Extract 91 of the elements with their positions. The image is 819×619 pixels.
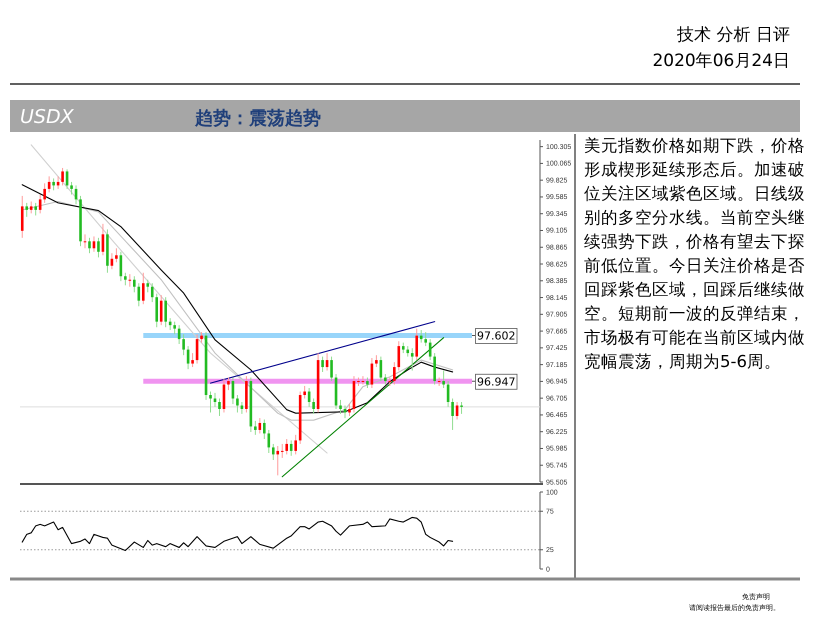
candlestick <box>321 356 324 372</box>
line-series <box>22 516 454 552</box>
candlestick <box>74 184 78 205</box>
ref-line-label: 97.602 <box>477 329 516 342</box>
candlestick <box>424 332 427 347</box>
text: 技术 分析 日评 <box>676 25 790 45</box>
candlestick <box>182 334 185 356</box>
candlestick <box>272 443 275 460</box>
candlestick <box>402 342 405 354</box>
chart-subtitle: 趋势：震荡趋势 <box>194 108 321 129</box>
candlestick <box>88 237 91 254</box>
candlestick <box>370 357 374 389</box>
candlestick <box>380 356 382 382</box>
candlestick <box>267 429 270 454</box>
candlestick <box>384 374 387 386</box>
candlestick <box>348 404 351 416</box>
candlestick <box>375 354 378 368</box>
candlestick <box>446 380 450 408</box>
candlestick <box>415 328 418 361</box>
candlestick <box>280 443 284 458</box>
candlestick <box>160 294 163 326</box>
candlestick <box>209 391 212 413</box>
candlestick <box>48 176 50 193</box>
candlestick <box>61 167 64 186</box>
ref-line-label: 96.947 <box>477 375 516 388</box>
candlestick <box>312 398 315 414</box>
candlestick <box>218 398 221 416</box>
candlestick <box>263 418 266 440</box>
candlestick <box>191 352 194 368</box>
candlestick <box>196 334 198 364</box>
candlestick <box>173 321 176 335</box>
candlestick <box>330 356 333 382</box>
candlestick <box>133 276 136 293</box>
candlestick <box>285 438 288 455</box>
candlestick <box>102 223 104 256</box>
candlestick <box>308 388 310 408</box>
candlestick <box>214 392 216 408</box>
candlestick <box>254 420 257 436</box>
candlestick <box>258 418 262 434</box>
candlestick <box>276 446 280 476</box>
candlestick <box>393 362 396 386</box>
candlestick <box>186 346 190 370</box>
candlestick <box>168 318 172 331</box>
candlestick <box>142 272 145 305</box>
candlestick <box>410 348 414 372</box>
candlestick <box>442 370 445 389</box>
candlestick <box>25 202 28 218</box>
candlestick <box>420 330 423 344</box>
candlestick <box>406 346 410 358</box>
text: 美元指数价格如期下跌，价格形成楔形延续形态后。加速破位关注区域紫色区域。日线级别的多空分水线。当前空头继续强势下跌，价格有望去下探前低位置。今日关注价格是否回踩紫色区域，回踩后继续做空。短期前一波的反弹结束，市场极有可能在当前区域内做宽幅震荡，周期为5-6周。 <box>584 136 805 371</box>
candlestick <box>232 377 234 405</box>
candlestick <box>146 279 150 293</box>
candlestick <box>70 181 73 195</box>
candlestick <box>397 340 400 372</box>
candlestick <box>339 399 342 414</box>
candlestick <box>150 282 154 303</box>
line-series <box>30 144 328 454</box>
candlestick <box>227 377 230 391</box>
candlestick <box>137 282 140 307</box>
candlestick <box>34 202 37 216</box>
text: 2020年06月24日 <box>652 51 790 71</box>
candlestick <box>344 404 346 419</box>
candlestick <box>460 402 463 414</box>
candlestick <box>97 237 100 258</box>
candlestick <box>456 402 458 420</box>
chart-title: USDX <box>20 106 75 128</box>
candlestick <box>428 338 432 361</box>
candlestick <box>30 200 33 214</box>
candlestick <box>43 182 46 204</box>
candlestick <box>178 324 180 345</box>
candlestick <box>66 168 68 190</box>
candlestick <box>236 394 239 413</box>
candlestick <box>115 248 118 263</box>
candlestick <box>164 296 167 328</box>
candlestick <box>240 402 244 414</box>
candlestick <box>200 332 203 344</box>
candlestick <box>52 178 55 191</box>
candlestick <box>128 274 132 288</box>
candlestick <box>84 234 86 249</box>
candlestick <box>120 251 122 282</box>
candlestick <box>326 352 328 372</box>
candlestick <box>38 194 42 214</box>
candlestick <box>294 434 297 455</box>
candlestick <box>92 236 96 252</box>
candlestick <box>124 272 127 286</box>
candlestick <box>303 385 306 400</box>
candlestick <box>56 176 60 190</box>
candlestick <box>366 377 369 389</box>
candlestick <box>290 440 293 456</box>
candlestick <box>451 398 454 430</box>
candlestick <box>110 252 114 270</box>
